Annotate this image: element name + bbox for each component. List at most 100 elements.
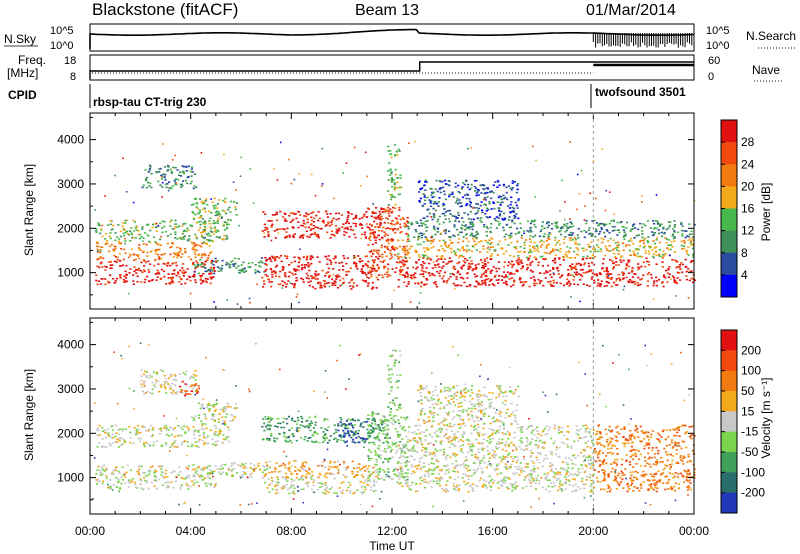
data-cell (690, 240, 693, 242)
data-cell (213, 230, 216, 233)
data-cell (221, 463, 224, 466)
data-cell (146, 251, 149, 254)
data-cell (123, 440, 126, 442)
data-cell (262, 211, 265, 213)
data-cell (155, 272, 159, 275)
data-cell (132, 283, 135, 285)
data-cell (501, 198, 504, 200)
data-cell (328, 274, 331, 277)
data-cell (464, 229, 467, 231)
data-cell (510, 241, 513, 244)
data-cell (107, 434, 110, 436)
data-cell (264, 213, 267, 215)
data-cell (580, 169, 583, 172)
data-cell (165, 392, 168, 394)
data-cell (559, 264, 562, 266)
colorbar-segment (721, 142, 737, 165)
data-cell (170, 481, 173, 484)
data-cell (189, 376, 192, 379)
data-cell (184, 393, 188, 395)
data-cell (360, 422, 363, 425)
data-cell (147, 223, 150, 226)
data-cell (390, 171, 393, 173)
data-cell (182, 263, 185, 265)
data-cell (573, 283, 576, 285)
scatter-band-13 (407, 219, 696, 239)
data-cell (365, 237, 368, 239)
data-cell (145, 371, 148, 373)
data-cell (105, 475, 108, 477)
data-cell (96, 469, 99, 471)
data-cell (163, 270, 166, 273)
data-cell (210, 251, 213, 253)
data-cell (543, 227, 546, 230)
data-cell (301, 417, 304, 420)
data-cell (589, 257, 592, 259)
data-cell (186, 268, 189, 270)
data-cell (542, 284, 545, 287)
data-cell (284, 441, 287, 443)
data-cell (405, 245, 408, 248)
data-cell (418, 201, 421, 203)
data-cell (213, 222, 216, 225)
data-cell (581, 247, 584, 250)
data-cell (393, 223, 396, 226)
data-cell (352, 426, 355, 429)
data-cell (96, 248, 99, 251)
data-cell (207, 482, 210, 485)
data-cell (438, 188, 441, 190)
data-cell (200, 235, 204, 237)
data-cell (195, 206, 198, 208)
data-cell (400, 186, 403, 189)
data-cell (642, 246, 645, 249)
data-cell (314, 277, 317, 280)
data-cell (570, 257, 573, 259)
data-cell (154, 381, 157, 384)
data-cell (562, 259, 565, 261)
data-cell (443, 250, 446, 252)
data-cell (213, 206, 216, 209)
data-cell (192, 417, 195, 419)
data-cell (323, 418, 327, 420)
data-cell (144, 475, 147, 477)
data-cell (115, 466, 118, 468)
data-cell (372, 231, 375, 234)
data-cell (97, 434, 100, 437)
data-cell (370, 457, 373, 460)
data-cell (481, 266, 484, 269)
data-cell (378, 468, 382, 471)
data-cell (661, 257, 665, 259)
data-cell (329, 462, 332, 464)
data-cell (127, 486, 131, 488)
data-cell (319, 286, 322, 289)
data-cell (347, 431, 350, 434)
data-cell (620, 261, 623, 264)
data-cell (566, 245, 569, 248)
data-cell (510, 196, 513, 199)
data-cell (370, 231, 373, 234)
data-cell (574, 256, 577, 259)
data-cell (119, 437, 122, 439)
data-cell (573, 237, 576, 239)
data-cell (344, 441, 347, 444)
data-cell (549, 283, 552, 286)
data-cell (601, 267, 604, 269)
data-cell (473, 185, 476, 188)
data-cell (400, 256, 403, 258)
data-cell (443, 204, 446, 206)
data-cell (358, 441, 361, 444)
data-cell (289, 282, 292, 284)
data-cell (191, 275, 194, 278)
data-cell (389, 193, 392, 196)
colorbar-tick-label: 16 (741, 202, 755, 216)
data-cell (342, 481, 345, 483)
data-cell (495, 227, 498, 229)
data-cell (364, 236, 367, 238)
data-cell (482, 266, 485, 269)
data-cell (201, 279, 205, 282)
data-cell (460, 205, 463, 207)
data-cell (543, 251, 546, 254)
data-cell (155, 171, 158, 173)
data-cell (173, 252, 176, 255)
data-cell (469, 284, 472, 286)
